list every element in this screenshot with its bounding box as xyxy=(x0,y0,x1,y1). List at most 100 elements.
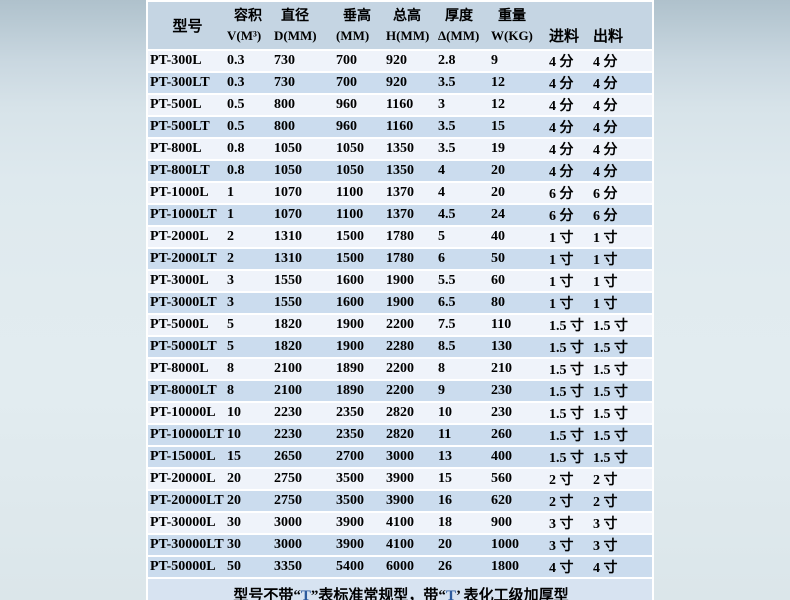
cell-thickness: 13 xyxy=(436,447,489,467)
cell-vertical-height: 2350 xyxy=(334,403,384,423)
cell-inlet: 2 寸 xyxy=(547,469,591,489)
cell-vertical-height: 1050 xyxy=(334,139,384,159)
cell-volume: 20 xyxy=(225,469,272,489)
cell-outlet: 1.5 寸 xyxy=(591,447,652,467)
header-diameter-title: 直径 xyxy=(281,8,309,24)
cell-model: PT-15000L xyxy=(148,447,225,467)
cell-volume: 0.8 xyxy=(225,139,272,159)
cell-model: PT-50000L xyxy=(148,557,225,577)
cell-volume: 50 xyxy=(225,557,272,577)
cell-diameter: 1550 xyxy=(272,293,334,313)
cell-volume: 20 xyxy=(225,491,272,511)
cell-outlet: 2 寸 xyxy=(591,491,652,511)
cell-outlet: 4 分 xyxy=(591,161,652,181)
cell-inlet: 1.5 寸 xyxy=(547,447,591,467)
cell-total-height: 2200 xyxy=(384,381,436,401)
cell-outlet: 6 分 xyxy=(591,205,652,225)
cell-vertical-height: 1890 xyxy=(334,359,384,379)
cell-diameter: 1820 xyxy=(272,315,334,335)
cell-inlet: 3 寸 xyxy=(547,535,591,555)
header-weight-unit: W(KG) xyxy=(491,27,533,43)
cell-model: PT-20000LT xyxy=(148,491,225,511)
cell-diameter: 1820 xyxy=(272,337,334,357)
cell-total-height: 3000 xyxy=(384,447,436,467)
cell-total-height: 920 xyxy=(384,73,436,93)
cell-thickness: 26 xyxy=(436,557,489,577)
cell-vertical-height: 3500 xyxy=(334,469,384,489)
cell-volume: 0.5 xyxy=(225,95,272,115)
cell-vertical-height: 960 xyxy=(334,95,384,115)
cell-vertical-height: 3900 xyxy=(334,513,384,533)
cell-model: PT-800LT xyxy=(148,161,225,181)
note-segment: ”表标准常规型，带“ xyxy=(310,587,446,600)
cell-inlet: 1.5 寸 xyxy=(547,337,591,357)
cell-volume: 0.3 xyxy=(225,51,272,71)
cell-outlet: 4 寸 xyxy=(591,557,652,577)
cell-vertical-height: 1500 xyxy=(334,227,384,247)
cell-outlet: 1.5 寸 xyxy=(591,359,652,379)
cell-outlet: 1 寸 xyxy=(591,227,652,247)
cell-weight: 12 xyxy=(489,95,547,115)
cell-weight: 230 xyxy=(489,403,547,423)
cell-volume: 8 xyxy=(225,381,272,401)
header-weight: 重量 W(KG) xyxy=(489,2,547,49)
cell-thickness: 8 xyxy=(436,359,489,379)
cell-total-height: 2280 xyxy=(384,337,436,357)
cell-diameter: 730 xyxy=(272,51,334,71)
cell-thickness: 16 xyxy=(436,491,489,511)
spec-table-container: 型号 容积 V(M³) 直径 D(MM) 垂高 (MM) 总高 H(MM) xyxy=(146,0,654,600)
cell-model: PT-30000L xyxy=(148,513,225,533)
table-row: PT-5000LT 5 1820 1900 2280 8.5 130 1.5 寸 1.5 寸 xyxy=(148,337,652,357)
cell-inlet: 6 分 xyxy=(547,183,591,203)
cell-diameter: 1070 xyxy=(272,183,334,203)
cell-weight: 9 xyxy=(489,51,547,71)
cell-vertical-height: 3500 xyxy=(334,491,384,511)
cell-vertical-height: 700 xyxy=(334,73,384,93)
cell-total-height: 3900 xyxy=(384,491,436,511)
cell-total-height: 3900 xyxy=(384,469,436,489)
cell-volume: 10 xyxy=(225,403,272,423)
cell-thickness: 10 xyxy=(436,403,489,423)
note-segment: ’ 表化工级加厚型 xyxy=(455,587,569,600)
cell-weight: 400 xyxy=(489,447,547,467)
cell-outlet: 1.5 寸 xyxy=(591,381,652,401)
cell-thickness: 3.5 xyxy=(436,117,489,137)
cell-outlet: 3 寸 xyxy=(591,513,652,533)
cell-model: PT-8000L xyxy=(148,359,225,379)
cell-weight: 50 xyxy=(489,249,547,269)
cell-vertical-height: 700 xyxy=(334,51,384,71)
cell-thickness: 5 xyxy=(436,227,489,247)
cell-thickness: 5.5 xyxy=(436,271,489,291)
cell-volume: 1 xyxy=(225,205,272,225)
cell-diameter: 2230 xyxy=(272,403,334,423)
cell-total-height: 2200 xyxy=(384,359,436,379)
cell-model: PT-500L xyxy=(148,95,225,115)
cell-weight: 60 xyxy=(489,271,547,291)
cell-inlet: 4 寸 xyxy=(547,557,591,577)
cell-model: PT-1000L xyxy=(148,183,225,203)
cell-inlet: 4 分 xyxy=(547,139,591,159)
cell-model: PT-1000LT xyxy=(148,205,225,225)
cell-inlet: 1 寸 xyxy=(547,249,591,269)
header-volume-title: 容积 xyxy=(234,8,262,24)
cell-model: PT-20000L xyxy=(148,469,225,489)
cell-inlet: 1.5 寸 xyxy=(547,403,591,423)
cell-inlet: 1.5 寸 xyxy=(547,425,591,445)
cell-volume: 3 xyxy=(225,293,272,313)
cell-diameter: 1310 xyxy=(272,249,334,269)
table-row: PT-8000L 8 2100 1890 2200 8 210 1.5 寸 1.5 寸 xyxy=(148,359,652,379)
note-accent-letter: T xyxy=(300,587,311,600)
note-accent-letter: T xyxy=(445,587,456,600)
cell-total-height: 920 xyxy=(384,51,436,71)
header-thickness-unit: Δ(MM) xyxy=(438,27,480,43)
cell-inlet: 1 寸 xyxy=(547,271,591,291)
header-vertical-height-title: 垂高 xyxy=(343,8,371,24)
header-inlet: 进料 xyxy=(547,2,591,49)
cell-inlet: 4 分 xyxy=(547,51,591,71)
